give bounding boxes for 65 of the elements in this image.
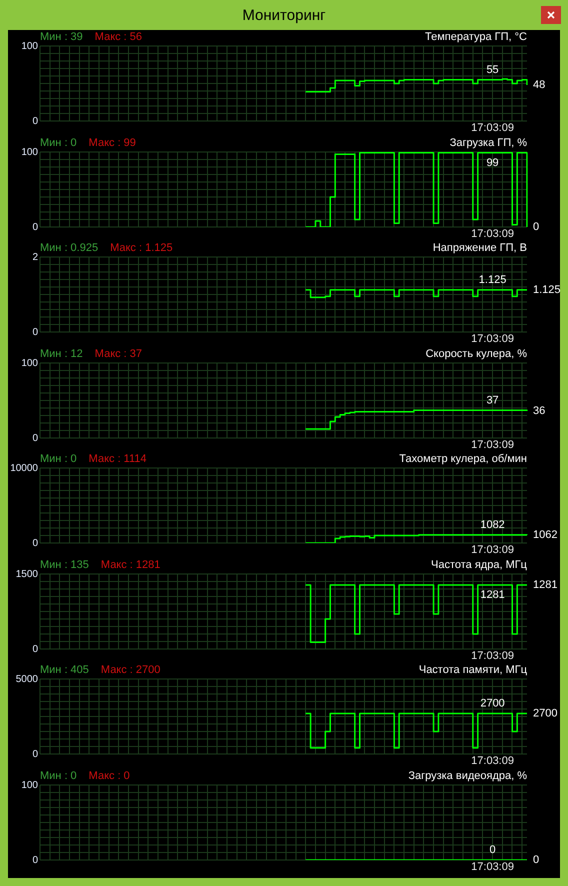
- text: Мин : 12: [40, 348, 83, 360]
- annotation: 1082: [480, 518, 505, 531]
- text: 1062: [533, 529, 558, 542]
- text: Мин : 0: [40, 137, 77, 150]
- y-tick-label: 0: [32, 432, 38, 444]
- y-tick-label: 10000: [10, 462, 38, 474]
- y-tick-label: 2: [32, 252, 38, 263]
- text: Макс : 1.125: [110, 242, 173, 254]
- annotation: 37: [486, 394, 499, 406]
- y-tick-label: 100: [21, 146, 38, 158]
- y-tick-label: 0: [32, 538, 38, 549]
- text: Мин : 135: [40, 559, 89, 572]
- text: Макс : 0: [88, 770, 130, 782]
- text: Мин : 405: [40, 664, 89, 676]
- chart-title: Загрузка видеоядра, %: [408, 770, 528, 782]
- text: 2700: [533, 708, 558, 720]
- text: Мин : 39: [40, 31, 83, 44]
- annotation: 2700: [480, 698, 505, 710]
- text: 0: [533, 221, 540, 234]
- text: Макс : 56: [94, 31, 142, 44]
- y-tick-label: 100: [21, 40, 38, 52]
- text: 17:03:09: [471, 544, 514, 556]
- text: 17:03:09: [471, 650, 514, 662]
- y-tick-label: 0: [32, 854, 38, 866]
- text: 17:03:09: [471, 439, 514, 452]
- text: Мин : 0: [40, 453, 77, 466]
- annotation: 1281: [480, 588, 505, 601]
- y-tick-label: 1500: [16, 568, 38, 580]
- y-tick-label: 0: [32, 748, 38, 760]
- y-tick-label: 100: [21, 780, 38, 791]
- text: 17:03:09: [471, 228, 514, 240]
- text: 36: [533, 405, 546, 418]
- y-tick-label: 0: [32, 326, 38, 338]
- text: Мониторинг: [242, 6, 326, 24]
- y-tick-label: 100: [21, 358, 38, 369]
- y-tick-label: 0: [32, 116, 38, 127]
- chart-title: Частота ядра, МГц: [431, 559, 528, 572]
- chart-title: Тахометр кулера, об/мин: [399, 453, 527, 466]
- text: 1281: [533, 578, 558, 591]
- text: 0: [533, 854, 540, 866]
- annotation: 0: [490, 844, 496, 856]
- chart-title: Скорость кулера, %: [426, 348, 528, 360]
- text: Макс : 2700: [100, 664, 160, 676]
- text: Мин : 0.925: [40, 242, 98, 254]
- text: 17:03:09: [471, 333, 514, 346]
- y-tick-label: 5000: [16, 674, 38, 685]
- annotation: 99: [486, 156, 499, 169]
- text: 1.125: [533, 284, 561, 296]
- text: Макс : 99: [88, 137, 136, 150]
- text: Мин : 0: [40, 770, 77, 782]
- annotation: 55: [486, 64, 499, 76]
- text: 17:03:09: [471, 755, 514, 768]
- y-tick-label: 0: [32, 644, 38, 655]
- text: Макс : 1281: [100, 559, 160, 572]
- y-tick-label: 0: [32, 222, 38, 233]
- chart-title: Частота памяти, МГц: [418, 664, 528, 676]
- text: Макс : 1114: [88, 453, 147, 466]
- text: 17:03:09: [471, 861, 514, 874]
- chart-title: Напряжение ГП, В: [432, 242, 527, 254]
- text: 48: [533, 79, 546, 92]
- text: 17:03:09: [471, 122, 514, 134]
- annotation: 1.125: [478, 274, 506, 286]
- chart-title: Температура ГП, °C: [425, 31, 528, 44]
- text: Макс : 37: [94, 348, 142, 360]
- chart-title: Загрузка ГП, %: [450, 137, 528, 150]
